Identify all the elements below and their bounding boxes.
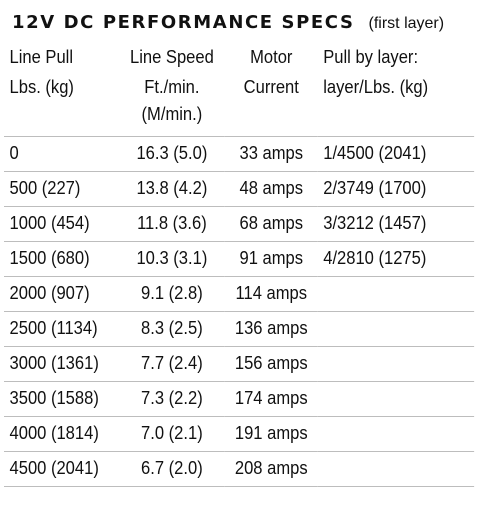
table-row: 4500 (2041) 6.7 (2.0) 208 amps [4,451,475,487]
header-motor: Motor [250,46,293,67]
specs-table: Line Pull Line Speed Motor Pull by layer… [4,40,475,487]
cell-line-speed: 9.1 (2.8) [119,276,225,312]
header-row-2: Lbs. (kg) Ft./min. Current layer/Lbs. (k… [4,74,474,104]
cell-motor-current: 208 amps [224,451,318,487]
specs-table-header: Line Pull Line Speed Motor Pull by layer… [4,40,475,137]
cell-motor-current: 114 amps [224,276,318,312]
header-blank [224,104,318,137]
cell-line-pull: 2000 (907) [4,276,119,312]
cell-pull-by-layer [317,276,475,312]
table-row: 2000 (907) 9.1 (2.8) 114 amps [4,276,475,312]
cell-motor-current: 68 amps [224,206,318,242]
header-pull-by-layer-unit: layer/Lbs. (kg) [323,77,429,97]
cell-line-pull: 3000 (1361) [4,346,119,382]
header-line-pull-unit: Lbs. (kg) [9,77,74,97]
cell-line-pull: 1000 (454) [4,206,119,242]
cell-pull-by-layer: 3/3212 (1457) [317,206,475,242]
cell-line-pull: 4000 (1814) [4,416,119,452]
cell-motor-current: 174 amps [224,381,318,417]
table-row: 0 16.3 (5.0) 33 amps 1/4500 (2041) [4,136,475,172]
header-motor-unit: Current [243,77,299,97]
table-row: 500 (227) 13.8 (4.2) 48 amps 2/3749 (1700) [4,171,475,207]
cell-motor-current: 48 amps [224,171,318,207]
cell-pull-by-layer [317,416,475,452]
cell-line-pull: 3500 (1588) [4,381,119,417]
table-row: 1500 (680) 10.3 (3.1) 91 amps 4/2810 (1275) [4,241,475,277]
header-row-1: Line Pull Line Speed Motor Pull by layer… [4,40,474,74]
cell-line-speed: 7.7 (2.4) [119,346,225,382]
table-row: 3500 (1588) 7.3 (2.2) 174 amps [4,381,475,417]
cell-line-speed: 11.8 (3.6) [119,206,225,242]
header-blank [317,104,475,137]
cell-line-speed: 6.7 (2.0) [119,451,225,487]
cell-line-speed: 7.0 (2.1) [119,416,225,452]
cell-motor-current: 136 amps [224,311,318,347]
table-row: 4000 (1814) 7.0 (2.1) 191 amps [4,416,475,452]
table-row: 2500 (1134) 8.3 (2.5) 136 amps [4,311,475,347]
cell-line-speed: 10.3 (3.1) [119,241,225,277]
header-line-pull: Line Pull [9,46,74,67]
page-subtitle: (first layer) [368,15,445,32]
cell-line-speed: 8.3 (2.5) [119,311,225,347]
header-line-speed: Line Speed [129,46,214,67]
header-line-speed-unit-metric: (M/min.) [119,104,225,137]
cell-pull-by-layer: 2/3749 (1700) [317,171,475,207]
specs-table-body: 0 16.3 (5.0) 33 amps 1/4500 (2041) 500 (227)… [4,136,475,487]
cell-line-speed: 7.3 (2.2) [119,381,225,417]
cell-line-speed: 13.8 (4.2) [119,171,225,207]
cell-pull-by-layer [317,451,475,487]
cell-motor-current: 33 amps [224,136,318,172]
cell-line-pull: 2500 (1134) [4,311,119,347]
cell-motor-current: 191 amps [224,416,318,452]
cell-line-pull: 500 (227) [4,171,119,207]
cell-pull-by-layer: 4/2810 (1275) [317,241,475,277]
cell-pull-by-layer: 1/4500 (2041) [317,136,475,172]
cell-pull-by-layer [317,381,475,417]
table-row: 1000 (454) 11.8 (3.6) 68 amps 3/3212 (1457) [4,206,475,242]
cell-motor-current: 91 amps [224,241,318,277]
cell-line-speed: 16.3 (5.0) [119,136,225,172]
title-row: 12V DC PERFORMANCE SPECS (first layer) [12,12,444,40]
header-blank [4,104,119,137]
page-title: 12V DC PERFORMANCE SPECS [12,12,355,33]
cell-line-pull: 1500 (680) [4,241,119,277]
cell-motor-current: 156 amps [224,346,318,382]
table-row: 3000 (1361) 7.7 (2.4) 156 amps [4,346,475,382]
cell-line-pull: 4500 (2041) [4,451,119,487]
header-row-3: (M/min.) [4,104,475,137]
cell-pull-by-layer [317,311,475,347]
cell-pull-by-layer [317,346,475,382]
header-line-speed-unit: Ft./min. [144,77,200,97]
header-pull-by-layer: Pull by layer: [323,46,419,67]
cell-line-pull: 0 [4,136,119,172]
